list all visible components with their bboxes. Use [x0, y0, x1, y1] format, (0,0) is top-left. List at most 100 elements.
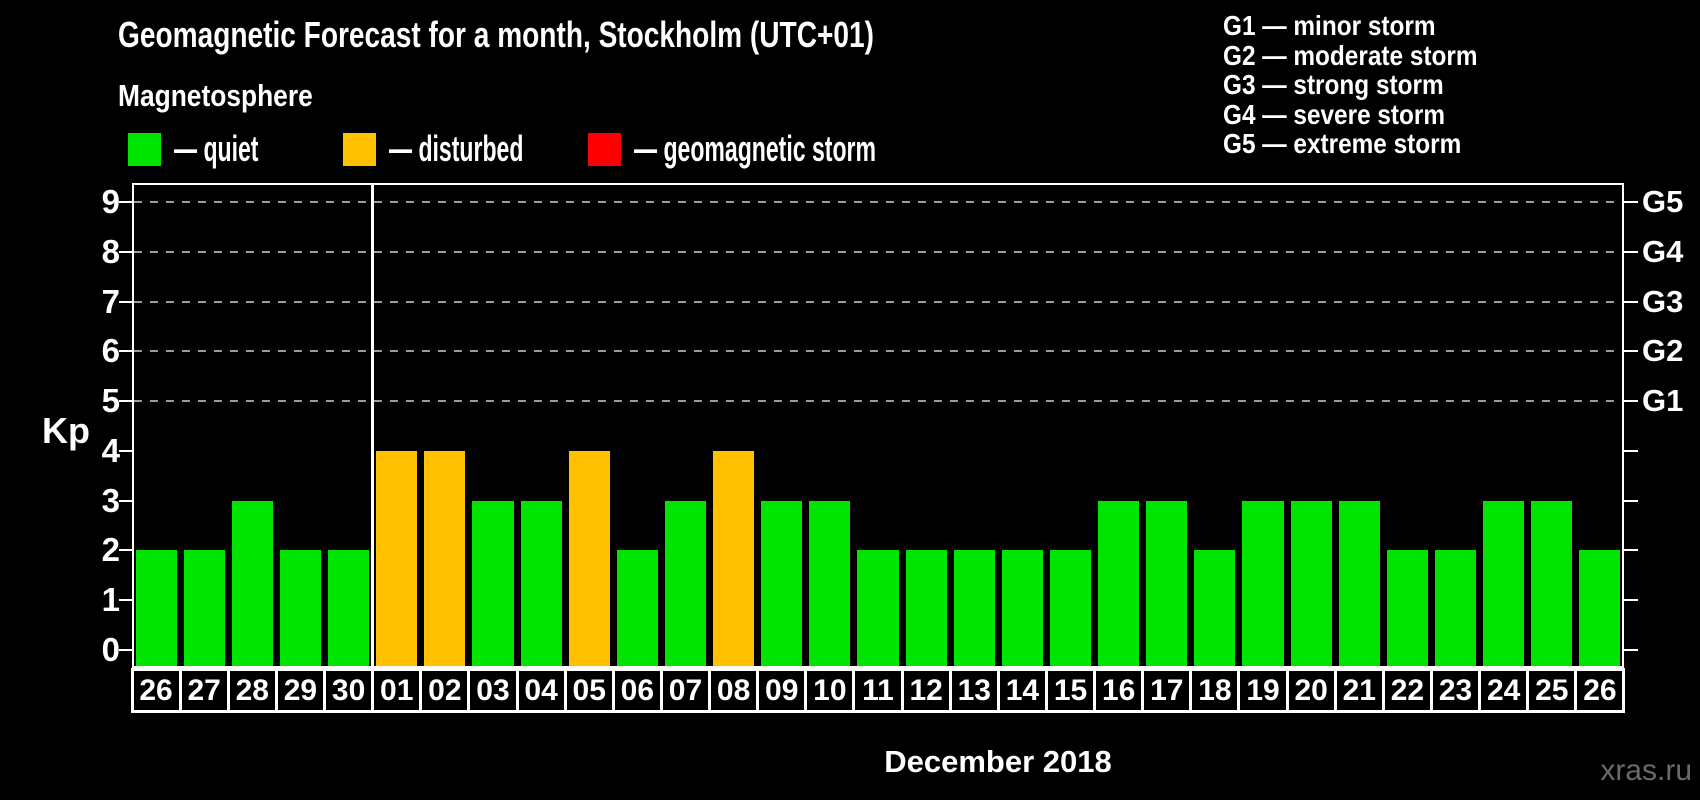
bar-day-05-kp4: [568, 450, 610, 666]
y-tick-label-6: 6: [101, 332, 120, 370]
x-axis-day-label-16: 12: [900, 668, 952, 713]
y-tick-right-3: [1624, 499, 1638, 502]
y-tick-left-9: [119, 200, 132, 203]
x-axis-day-label-13: 09: [756, 668, 808, 713]
x-axis-day-label-5: 01: [371, 668, 423, 713]
bar-day-20-kp3: [1290, 500, 1332, 666]
y-tick-label-1: 1: [101, 581, 120, 619]
disturbed-color-swatch-icon: [343, 132, 376, 166]
legend-item-quiet: — quiet: [128, 131, 306, 167]
bar-day-03-kp3: [472, 500, 514, 666]
g-scale-legend-line-g3: G3 — strong storm: [1223, 69, 1444, 100]
x-axis-day-label-26: 22: [1381, 668, 1433, 713]
bar-day-29-kp2: [279, 550, 321, 666]
x-axis-day-label-23: 19: [1237, 668, 1289, 713]
y-tick-left-7: [119, 300, 132, 303]
bar-day-08-kp4: [713, 450, 755, 666]
gridline-kp7: [134, 300, 1622, 303]
x-axis-day-label-12: 08: [708, 668, 760, 713]
y-tick-right-9: [1624, 200, 1638, 203]
right-axis-label-G4: G4: [1642, 233, 1684, 269]
bar-day-07-kp3: [664, 500, 707, 666]
x-axis-day-label-4: 30: [323, 668, 375, 713]
bar-day-06-kp2: [616, 550, 658, 666]
y-tick-right-2: [1624, 549, 1638, 552]
quiet-color-swatch-icon: [128, 132, 161, 166]
bar-day-16-kp3: [1098, 500, 1140, 666]
bar-day-25-kp3: [1531, 500, 1573, 666]
gridline-kp5: [134, 400, 1622, 403]
legend-item-disturbed-label: — disturbed: [389, 128, 524, 169]
page-title: Geomagnetic Forecast for a month, Stockh…: [118, 14, 1087, 56]
legend-item-storm-label: — geomagnetic storm: [634, 128, 876, 169]
x-axis-day-label-28: 24: [1478, 668, 1530, 713]
x-axis-day-label-3: 29: [274, 668, 326, 713]
y-tick-right-8: [1624, 250, 1638, 253]
bar-day-09-kp3: [761, 500, 803, 666]
y-tick-label-8: 8: [101, 232, 120, 270]
page-title-text: Geomagnetic Forecast for a month, Stockh…: [118, 14, 874, 55]
bar-day-17-kp3: [1146, 500, 1188, 666]
bar-day-01-kp4: [376, 450, 418, 666]
g-scale-legend-line-g5: G5 — extreme storm: [1223, 128, 1462, 159]
y-tick-right-0: [1624, 649, 1638, 651]
x-axis-day-label-21: 17: [1141, 668, 1193, 713]
y-tick-right-6: [1624, 350, 1638, 353]
bar-day-11-kp2: [857, 550, 899, 666]
x-axis-day-label-20: 16: [1093, 668, 1145, 713]
bar-day-04-kp3: [520, 500, 562, 666]
x-axis-day-label-14: 10: [804, 668, 856, 713]
bar-day-23-kp2: [1434, 550, 1477, 666]
y-tick-left-3: [119, 499, 132, 502]
gridline-kp6: [134, 350, 1622, 353]
right-axis-label-G1: G1: [1642, 383, 1684, 419]
y-tick-label-7: 7: [101, 282, 120, 320]
y-tick-left-8: [119, 250, 132, 253]
bar-day-19-kp3: [1242, 500, 1284, 666]
bar-day-02-kp4: [424, 450, 466, 666]
x-axis-day-label-10: 06: [611, 668, 663, 713]
month-separator-line: [371, 185, 374, 666]
y-tick-right-5: [1624, 400, 1638, 403]
y-tick-right-4: [1624, 449, 1638, 452]
x-axis-day-label-29: 25: [1526, 668, 1578, 713]
gridline-kp8: [134, 250, 1622, 253]
y-tick-left-0: [119, 649, 132, 651]
y-axis-title: Kp: [42, 410, 90, 451]
x-axis-day-label-1: 27: [178, 668, 230, 713]
bar-day-28-kp3: [231, 500, 273, 666]
x-axis-day-label-0: 26: [130, 668, 182, 713]
g-scale-legend-line-g4: G4 — severe storm: [1223, 98, 1446, 130]
x-axis-day-label-2: 28: [226, 668, 278, 713]
g-scale-legend-line-g1: G1 — minor storm: [1223, 10, 1436, 41]
y-tick-label-0: 0: [101, 631, 120, 668]
bar-day-27-kp2: [183, 550, 225, 666]
bar-day-12-kp2: [905, 550, 947, 666]
y-tick-left-6: [119, 350, 132, 353]
y-tick-left-5: [119, 400, 132, 403]
bar-day-30-kp2: [328, 550, 370, 666]
x-axis-day-label-25: 21: [1333, 668, 1385, 713]
y-tick-left-1: [119, 599, 132, 602]
x-axis-day-label-15: 11: [852, 668, 904, 713]
bar-day-24-kp3: [1483, 500, 1525, 666]
plot-frame: [132, 183, 1624, 668]
chart-subtitle-text: Magnetosphere: [118, 78, 313, 113]
y-tick-right-1: [1624, 599, 1638, 602]
right-axis-label-G5: G5: [1642, 183, 1684, 219]
x-axis-day-label-6: 02: [419, 668, 471, 713]
y-tick-left-4: [119, 449, 132, 452]
bar-day-26-kp2: [1579, 550, 1621, 666]
bar-day-14-kp2: [1001, 550, 1043, 666]
x-axis-day-label-18: 14: [996, 668, 1048, 713]
bar-day-21-kp3: [1338, 500, 1380, 666]
chart-subtitle: Magnetosphere: [118, 78, 347, 114]
g-scale-legend: G1 — minor storm G2 — moderate storm G3 …: [1223, 11, 1516, 159]
x-axis-day-label-24: 20: [1285, 668, 1337, 713]
x-axis-day-label-7: 03: [467, 668, 519, 713]
y-tick-right-7: [1624, 300, 1638, 303]
y-tick-label-5: 5: [101, 382, 120, 420]
y-tick-label-9: 9: [101, 182, 120, 220]
